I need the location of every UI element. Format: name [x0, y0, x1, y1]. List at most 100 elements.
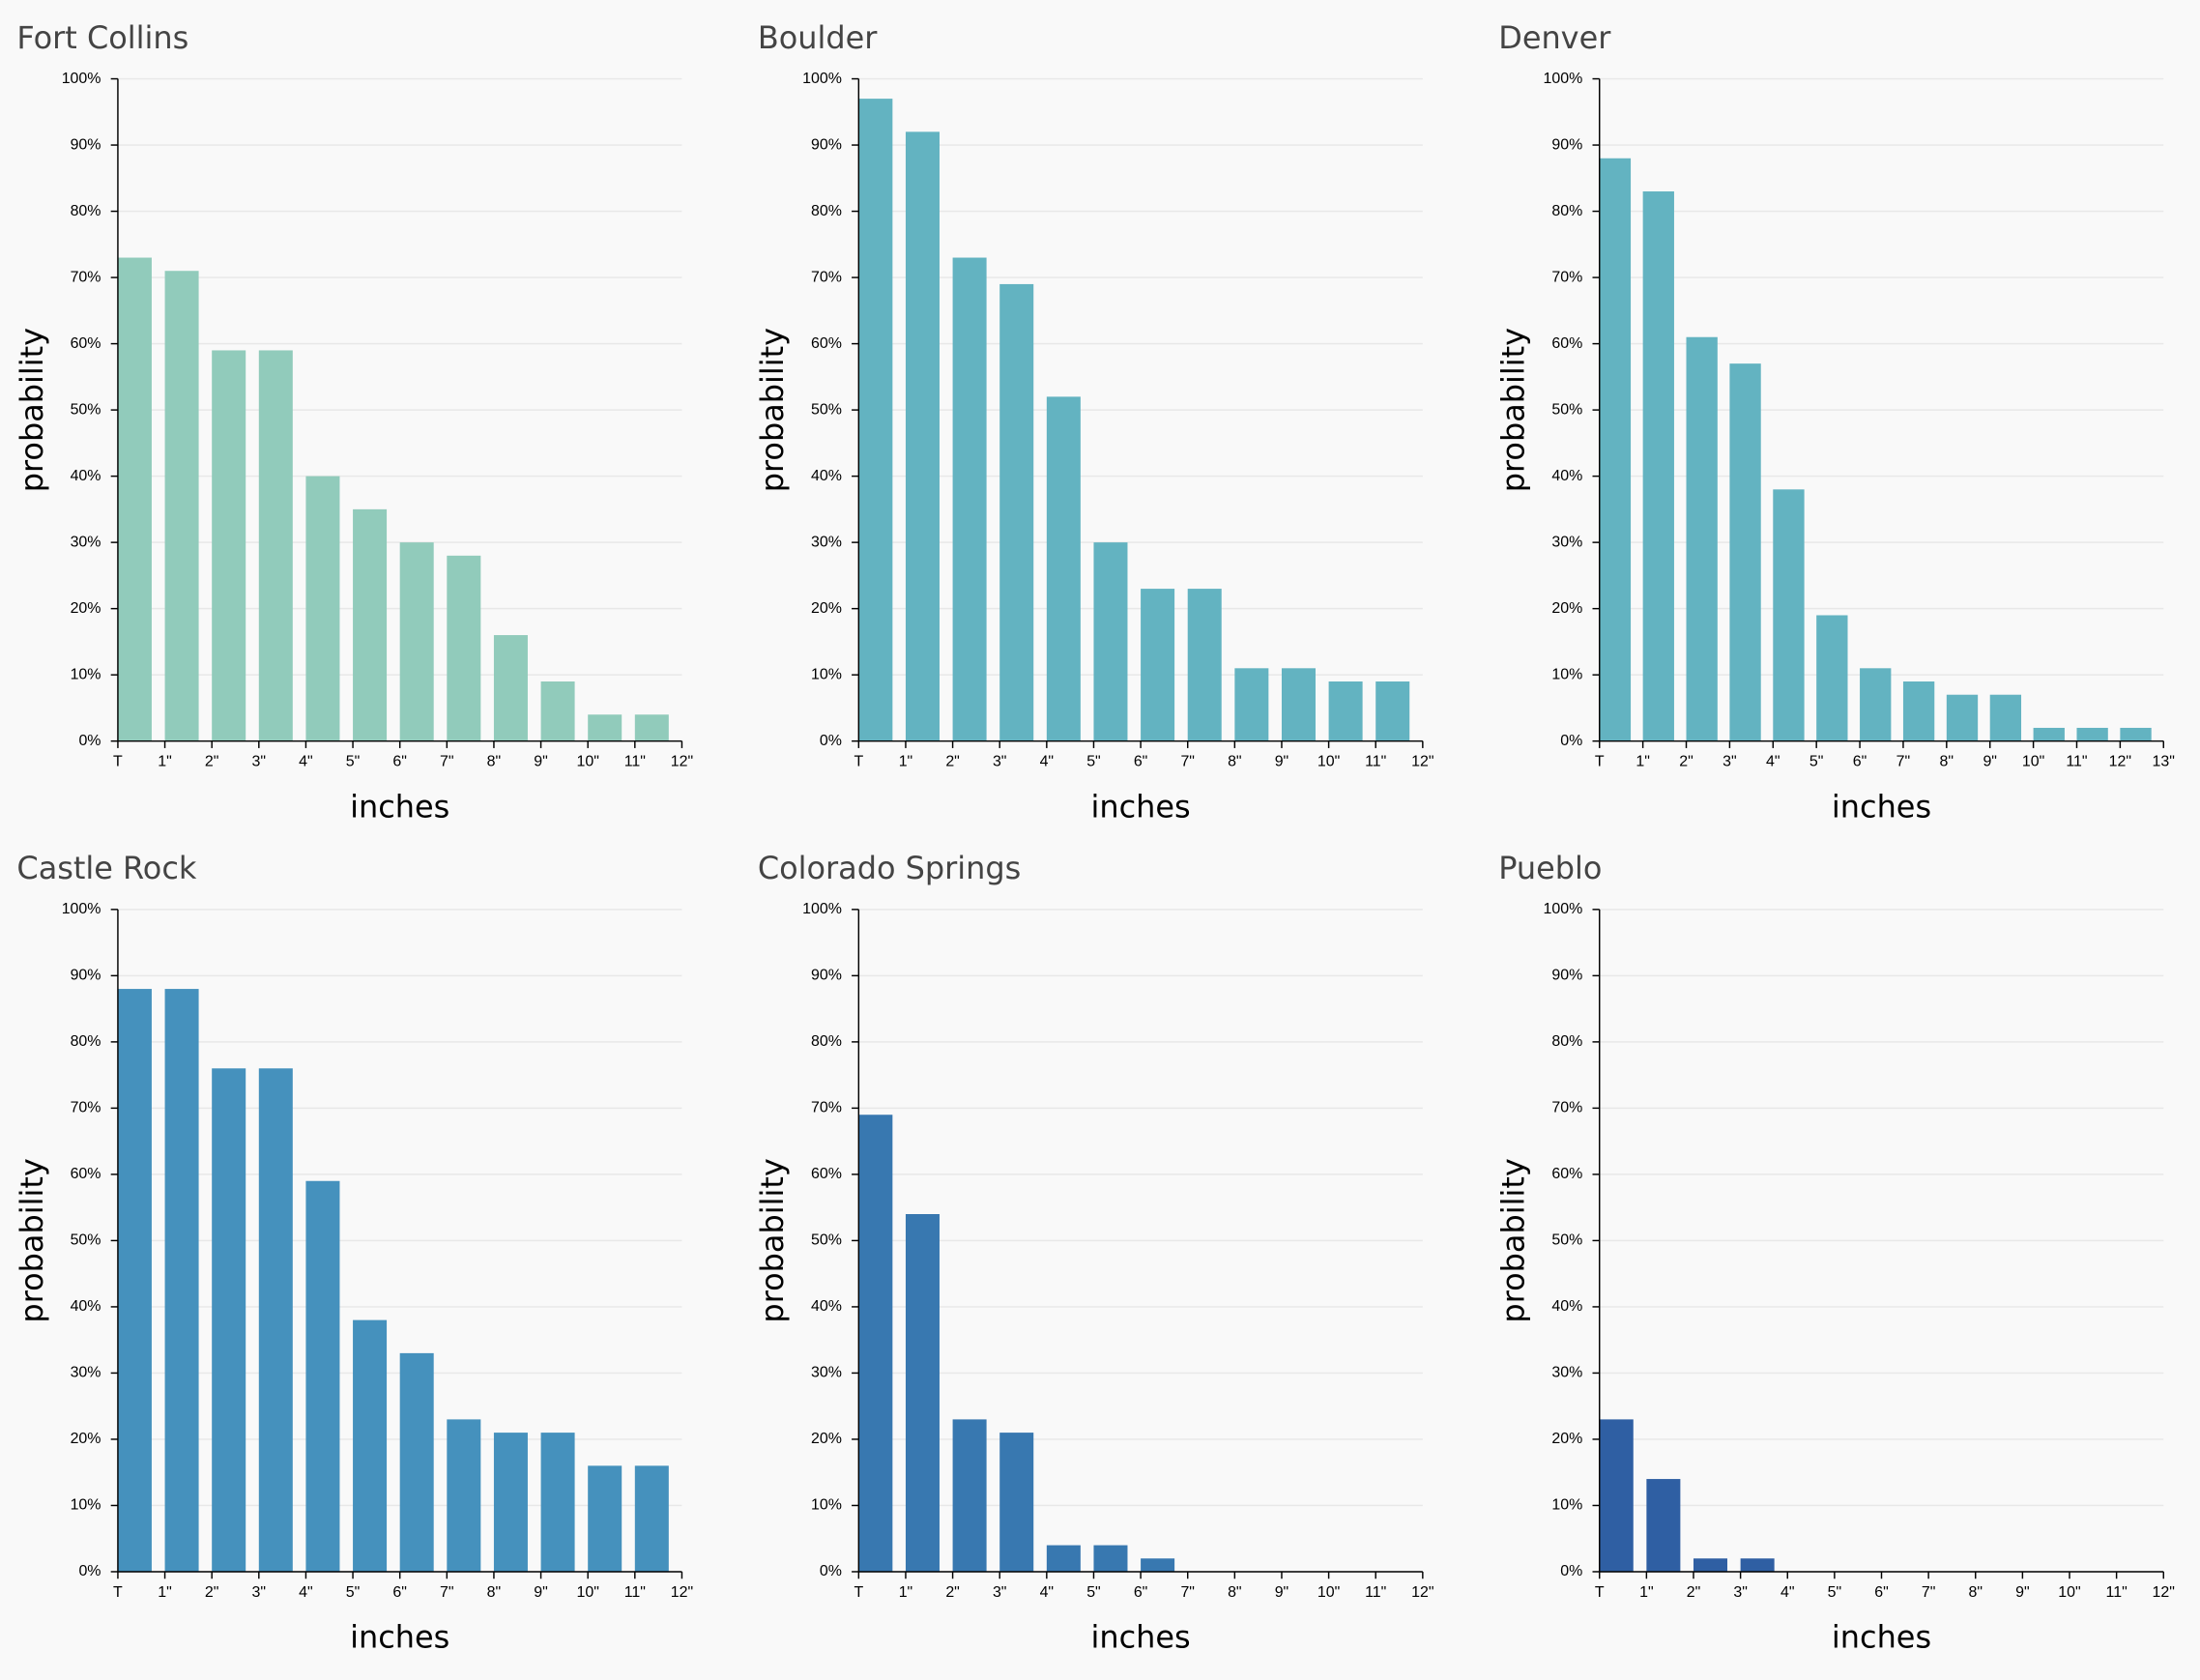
- bar: [1281, 668, 1316, 741]
- bar: [952, 1419, 987, 1572]
- x-tick-label: 5": [1828, 1584, 1842, 1601]
- bar: [1946, 694, 1979, 741]
- bar: [353, 508, 388, 741]
- x-tick-label: 9": [534, 1584, 548, 1601]
- y-axis-label: probability: [1495, 328, 1532, 492]
- y-tick-label: 60%: [811, 1166, 842, 1182]
- y-axis-label: probability: [754, 328, 791, 492]
- x-tick-label: 1": [899, 754, 913, 770]
- bar: [447, 1419, 481, 1572]
- x-axis-label: inches: [350, 1619, 449, 1656]
- x-tick-label: 7": [440, 754, 454, 770]
- x-tick-label: 4": [1780, 1584, 1795, 1601]
- bar: [858, 99, 893, 741]
- y-tick-label: 60%: [811, 335, 842, 352]
- x-tick-label: 4": [299, 754, 313, 770]
- bar: [1740, 1558, 1775, 1572]
- x-tick-label: 3": [252, 1584, 267, 1601]
- bar: [1599, 158, 1632, 741]
- bar: [353, 1319, 388, 1572]
- x-tick-label: 3": [1733, 1584, 1748, 1601]
- bar: [1693, 1558, 1728, 1572]
- y-tick-label: 90%: [71, 968, 101, 984]
- y-tick-label: 100%: [802, 71, 842, 87]
- bar: [164, 989, 199, 1572]
- bar: [999, 283, 1034, 741]
- y-tick-label: 10%: [811, 666, 842, 682]
- x-tick-label: 8": [1228, 1584, 1242, 1601]
- y-tick-label: 40%: [71, 468, 101, 484]
- y-tick-label: 90%: [1551, 968, 1582, 984]
- y-tick-label: 90%: [811, 136, 842, 153]
- x-tick-label: 5": [346, 754, 361, 770]
- x-tick-label: 10": [2022, 754, 2044, 770]
- x-tick-label: 10": [1317, 754, 1340, 770]
- x-tick-label: 2": [205, 754, 219, 770]
- y-tick-label: 10%: [811, 1497, 842, 1514]
- x-tick-label: 4": [1040, 1584, 1055, 1601]
- y-tick-label: 70%: [71, 269, 101, 285]
- x-tick-label: 10": [576, 754, 598, 770]
- x-axis-label: inches: [1832, 788, 1931, 825]
- chart-title: Fort Collins: [16, 19, 188, 56]
- bar: [952, 257, 987, 741]
- x-axis-label: inches: [1832, 1619, 1931, 1656]
- bar: [1642, 191, 1674, 741]
- y-tick-label: 90%: [811, 968, 842, 984]
- bar: [588, 714, 622, 741]
- bar: [1860, 668, 1892, 741]
- x-tick-label: 2": [1687, 1584, 1701, 1601]
- x-tick-label: 12": [671, 754, 693, 770]
- y-tick-label: 60%: [1551, 335, 1582, 352]
- y-tick-label: 100%: [1544, 901, 1583, 917]
- x-tick-label: 3": [993, 754, 1007, 770]
- x-tick-label: 4": [299, 1584, 313, 1601]
- y-tick-label: 10%: [1551, 1497, 1582, 1514]
- x-tick-label: 5": [346, 1584, 361, 1601]
- y-tick-label: 70%: [811, 269, 842, 285]
- y-tick-label: 70%: [1551, 269, 1582, 285]
- y-tick-label: 80%: [71, 203, 101, 219]
- bar: [1375, 681, 1410, 741]
- bar: [1093, 542, 1128, 741]
- x-tick-label: 3": [252, 754, 267, 770]
- y-tick-label: 60%: [71, 1166, 101, 1182]
- y-tick-label: 80%: [71, 1033, 101, 1050]
- x-tick-label: 7": [1896, 754, 1911, 770]
- x-tick-label: 5": [1086, 754, 1101, 770]
- y-tick-label: 30%: [71, 1365, 101, 1381]
- x-tick-label: T: [854, 754, 863, 770]
- y-axis-label: probability: [1495, 1158, 1532, 1322]
- bar: [2033, 727, 2065, 741]
- y-tick-label: 100%: [62, 71, 101, 87]
- x-tick-label: 9": [1275, 1584, 1289, 1601]
- x-tick-label: 7": [440, 1584, 454, 1601]
- y-tick-label: 90%: [1551, 136, 1582, 153]
- y-tick-label: 50%: [811, 401, 842, 418]
- x-tick-label: 1": [158, 1584, 172, 1601]
- bar: [493, 635, 528, 741]
- bar: [634, 1465, 669, 1572]
- y-tick-label: 30%: [1551, 534, 1582, 550]
- x-tick-label: 1": [899, 1584, 913, 1601]
- y-tick-label: 80%: [811, 203, 842, 219]
- bar: [117, 989, 152, 1572]
- y-tick-label: 20%: [71, 600, 101, 617]
- bar: [1902, 681, 1935, 741]
- x-tick-label: 8": [487, 754, 502, 770]
- bar: [1046, 396, 1081, 741]
- x-tick-label: 12": [1411, 1584, 1433, 1601]
- y-tick-label: 80%: [1551, 1033, 1582, 1050]
- bar: [540, 1433, 575, 1572]
- x-tick-label: 12": [671, 1584, 693, 1601]
- x-tick-label: 7": [1922, 1584, 1936, 1601]
- bar: [858, 1115, 893, 1572]
- x-tick-label: 4": [1766, 754, 1780, 770]
- chart-title: Pueblo: [1498, 850, 1602, 886]
- bar: [258, 350, 293, 741]
- x-tick-label: 6": [1874, 1584, 1889, 1601]
- y-tick-label: 30%: [71, 534, 101, 550]
- x-tick-label: 9": [1275, 754, 1289, 770]
- bar: [634, 714, 669, 741]
